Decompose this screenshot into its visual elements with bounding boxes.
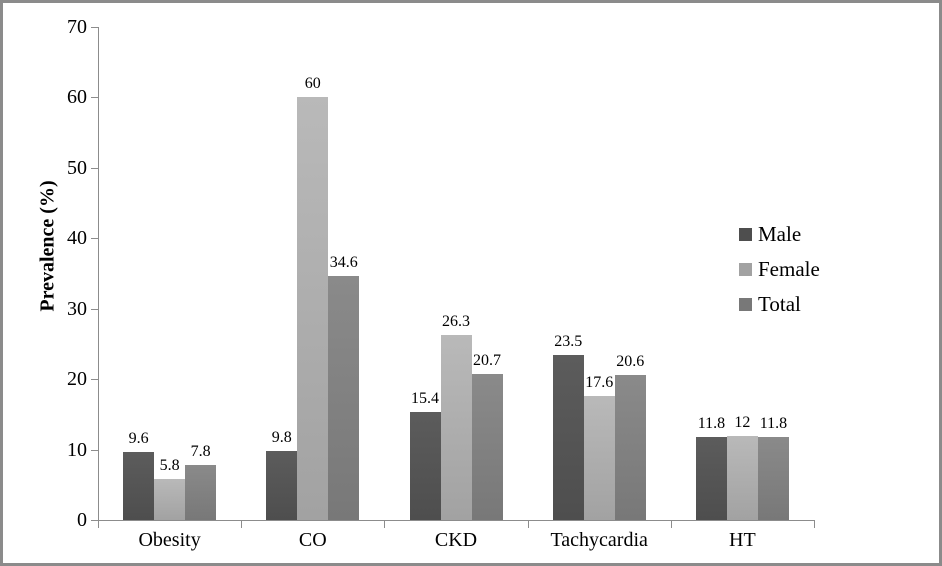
bar-value-label: 9.8 bbox=[271, 429, 292, 446]
legend-label: Total bbox=[758, 292, 801, 316]
bar-female-obesity bbox=[154, 479, 186, 520]
x-axis-category-label: Obesity bbox=[138, 529, 201, 551]
y-tick-label: 60 bbox=[67, 86, 87, 108]
y-tick-label: 0 bbox=[77, 509, 87, 531]
legend-label: Female bbox=[758, 257, 820, 281]
y-axis-tick bbox=[91, 309, 98, 310]
y-axis-tick bbox=[91, 238, 98, 239]
bar-value-label: 7.8 bbox=[190, 443, 211, 461]
bar-value-label: 20.7 bbox=[473, 352, 501, 370]
bar-male-ht bbox=[695, 436, 727, 520]
bar-male-ckd bbox=[409, 411, 441, 520]
legend-swatch-male bbox=[739, 228, 752, 241]
y-axis-tick bbox=[91, 379, 98, 380]
y-tick-label: 10 bbox=[67, 439, 87, 461]
bar-value-label: 11.8 bbox=[697, 414, 726, 432]
bar-male-co bbox=[266, 451, 298, 520]
x-axis-tick bbox=[241, 521, 242, 528]
bar-female-co bbox=[297, 97, 329, 520]
bar-value-label: 26.3 bbox=[442, 312, 470, 330]
legend-item-total: Total bbox=[739, 294, 820, 315]
legend: Male Female Total bbox=[739, 224, 820, 315]
x-axis-tick bbox=[384, 521, 385, 528]
legend-item-female: Female bbox=[739, 259, 820, 280]
bar-female-tachycardia bbox=[583, 396, 615, 520]
legend-item-male: Male bbox=[739, 224, 820, 245]
bar-value-label: 15.4 bbox=[411, 389, 439, 407]
x-axis-tick bbox=[528, 521, 529, 528]
bar-value-label: 5.8 bbox=[159, 457, 180, 475]
y-tick-label: 30 bbox=[67, 298, 87, 320]
bar-male-tachycardia bbox=[552, 354, 584, 520]
bar-total-tachycardia bbox=[614, 374, 646, 520]
y-axis-tick bbox=[91, 27, 98, 28]
bar-value-label: 11.8 bbox=[759, 414, 788, 432]
bar-total-ht bbox=[757, 436, 789, 520]
bar-value-label: 17.6 bbox=[585, 374, 614, 391]
x-axis-tick bbox=[814, 521, 815, 528]
y-tick-label: 70 bbox=[67, 16, 87, 38]
y-axis-title: Prevalence (%) bbox=[36, 180, 59, 312]
x-axis-tick bbox=[98, 521, 99, 528]
x-axis-category-label: HT bbox=[729, 529, 756, 551]
legend-label: Male bbox=[758, 222, 802, 246]
legend-swatch-female bbox=[739, 263, 752, 276]
y-tick-label: 20 bbox=[67, 368, 87, 390]
x-axis-category-label: CO bbox=[298, 529, 327, 551]
bar-female-ht bbox=[726, 435, 758, 520]
bar-value-label: 60 bbox=[304, 75, 321, 93]
x-axis-category-label: CKD bbox=[434, 529, 478, 551]
y-tick-label: 50 bbox=[67, 157, 87, 179]
y-axis-tick bbox=[91, 450, 98, 451]
bar-value-label: 20.6 bbox=[616, 352, 645, 370]
bar-value-label: 12 bbox=[734, 413, 751, 431]
bar-value-label: 9.6 bbox=[128, 430, 149, 448]
bar-total-obesity bbox=[185, 465, 217, 520]
plot-area: 0 10 20 30 40 50 60 70 9.6 5.8 7.8 Obesity 9.8 60 34.6… bbox=[3, 3, 939, 563]
bar-value-label: 23.5 bbox=[554, 332, 583, 350]
bar-total-ckd bbox=[471, 374, 503, 520]
legend-swatch-total bbox=[739, 298, 752, 311]
x-axis-category-label: Tachycardia bbox=[550, 529, 648, 551]
x-axis-line bbox=[98, 520, 815, 521]
x-axis-tick bbox=[671, 521, 672, 528]
y-axis-tick bbox=[91, 520, 98, 521]
y-axis-tick bbox=[91, 168, 98, 169]
bar-total-co bbox=[328, 276, 360, 520]
y-axis-tick bbox=[91, 97, 98, 98]
bar-female-ckd bbox=[440, 334, 472, 520]
y-axis-line bbox=[98, 27, 99, 521]
y-tick-label: 40 bbox=[67, 227, 87, 249]
bar-value-label: 34.6 bbox=[329, 254, 358, 272]
bar-male-obesity bbox=[123, 452, 155, 520]
